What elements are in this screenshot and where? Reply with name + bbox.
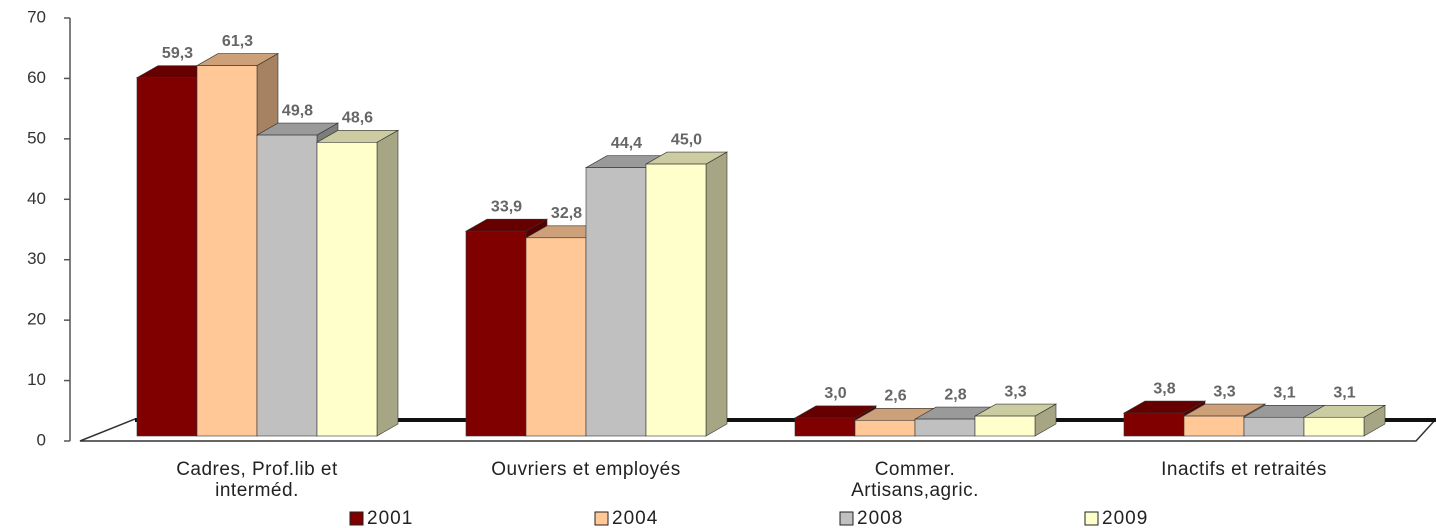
value-label: 44,4 <box>611 135 642 152</box>
bar <box>1243 416 1305 437</box>
legend-swatch <box>1084 511 1099 526</box>
value-label: 3,1 <box>1273 384 1295 401</box>
legend-label: 2004 <box>612 508 658 528</box>
value-label: 3,1 <box>1333 384 1355 401</box>
bar-side <box>376 129 399 437</box>
bar <box>465 230 527 437</box>
bar <box>1303 416 1365 437</box>
value-label: 3,0 <box>824 385 846 402</box>
bar <box>645 163 707 437</box>
value-label: 32,8 <box>551 205 582 222</box>
bar <box>316 142 378 437</box>
value-label: 49,8 <box>282 102 313 119</box>
legend-swatch <box>349 511 364 526</box>
x-tick-label: Commer. Artisans,agric. <box>851 459 979 501</box>
legend-label: 2001 <box>367 508 413 528</box>
y-tick-label: 60 <box>27 68 46 87</box>
bar <box>974 415 1036 437</box>
bar-side <box>705 151 728 437</box>
value-label: 2,6 <box>884 388 906 405</box>
y-tick-label: 0 <box>37 430 46 449</box>
bar <box>1183 415 1245 437</box>
y-tick-label: 20 <box>27 310 46 329</box>
y-tick-label: 50 <box>27 128 46 147</box>
bar <box>585 167 647 437</box>
bar <box>196 65 258 437</box>
bar <box>256 134 318 437</box>
value-label: 3,3 <box>1213 383 1235 400</box>
legend-swatch <box>839 511 854 526</box>
value-label: 45,0 <box>671 131 702 148</box>
y-tick-label: 30 <box>27 249 46 268</box>
bar <box>136 77 198 437</box>
floor <box>79 418 1436 442</box>
bar <box>794 417 856 437</box>
value-label: 33,9 <box>491 198 522 215</box>
x-tick-label: Cadres, Prof.lib et interméd. <box>176 459 338 501</box>
value-label: 3,8 <box>1153 380 1175 397</box>
legend-swatch <box>594 511 609 526</box>
bar <box>1123 412 1185 437</box>
value-label: 61,3 <box>222 33 253 50</box>
y-tick-label: 70 <box>27 7 46 26</box>
y-tick-label: 40 <box>27 189 46 208</box>
legend-label: 2008 <box>857 508 903 528</box>
value-label: 59,3 <box>162 45 193 62</box>
bar <box>525 237 587 437</box>
bar <box>854 419 916 437</box>
value-label: 2,8 <box>944 386 966 403</box>
legend-label: 2009 <box>1102 508 1148 528</box>
x-tick-label: Ouvriers et employés <box>491 459 681 480</box>
y-tick-label: 10 <box>27 370 46 389</box>
value-label: 48,6 <box>342 110 373 127</box>
value-label: 3,3 <box>1004 383 1026 400</box>
x-tick-label: Inactifs et retraités <box>1161 459 1327 480</box>
bar <box>914 418 976 437</box>
